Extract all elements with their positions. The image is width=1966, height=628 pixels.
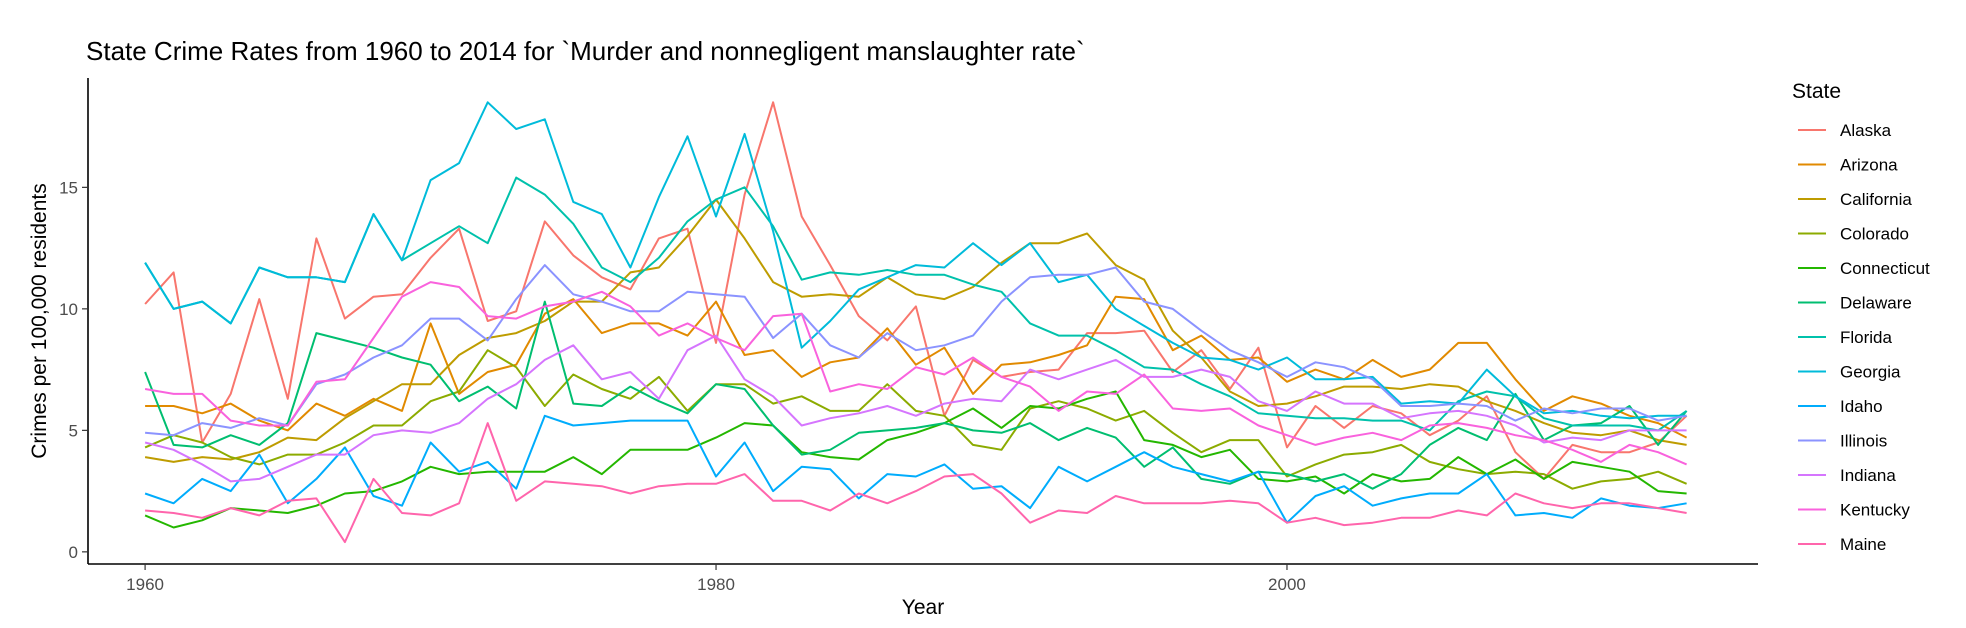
y-axis-ticks: 0 5 10 15 bbox=[59, 178, 88, 562]
x-axis-ticks: 1960 1980 2000 bbox=[126, 564, 1306, 594]
series-line-georgia bbox=[144, 101, 1687, 420]
x-axis-title: Year bbox=[902, 596, 944, 619]
legend-item-arizona: Arizona bbox=[1798, 156, 1898, 175]
series-line-connecticut bbox=[144, 390, 1687, 529]
chart-title: State Crime Rates from 1960 to 2014 for … bbox=[86, 36, 1085, 66]
legend-item-florida: Florida bbox=[1798, 328, 1893, 347]
series-line-colorado bbox=[144, 349, 1687, 490]
legend-label: Maine bbox=[1840, 535, 1886, 554]
legend-item-california: California bbox=[1798, 190, 1912, 209]
series-line-florida bbox=[144, 176, 1688, 432]
legend: State Alaska Arizona California Colorado Con… bbox=[1792, 80, 1930, 554]
x-tick-label: 1960 bbox=[126, 575, 164, 594]
y-tick-label: 5 bbox=[69, 421, 78, 440]
series-line-delaware bbox=[144, 300, 1688, 490]
legend-label: Florida bbox=[1840, 328, 1893, 347]
x-tick-label: 2000 bbox=[1268, 575, 1306, 594]
legend-label: Illinois bbox=[1840, 432, 1887, 451]
y-axis-title: Crimes per 100,000 residents bbox=[28, 183, 51, 458]
x-tick-label: 1980 bbox=[697, 575, 735, 594]
series-line-kentucky bbox=[144, 281, 1687, 466]
legend-item-georgia: Georgia bbox=[1798, 363, 1901, 382]
legend-label: Connecticut bbox=[1840, 259, 1930, 278]
legend-item-indiana: Indiana bbox=[1798, 466, 1896, 485]
series-line-indiana bbox=[144, 334, 1687, 483]
legend-item-illinois: Illinois bbox=[1798, 432, 1887, 451]
legend-label: Indiana bbox=[1840, 466, 1896, 485]
y-tick-label: 10 bbox=[59, 300, 78, 319]
series-lines bbox=[144, 101, 1688, 544]
series-line-california bbox=[144, 198, 1687, 463]
legend-item-colorado: Colorado bbox=[1798, 225, 1909, 244]
legend-item-connecticut: Connecticut bbox=[1798, 259, 1930, 278]
legend-item-idaho: Idaho bbox=[1798, 397, 1883, 416]
legend-item-delaware: Delaware bbox=[1798, 294, 1912, 313]
legend-title: State bbox=[1792, 80, 1841, 103]
series-line-arizona bbox=[145, 295, 1688, 439]
legend-label: Alaska bbox=[1840, 121, 1892, 140]
legend-item-alaska: Alaska bbox=[1798, 121, 1892, 140]
y-tick-label: 15 bbox=[59, 178, 78, 197]
series-line-maine bbox=[145, 422, 1687, 544]
y-tick-label: 0 bbox=[69, 543, 78, 562]
legend-label: Kentucky bbox=[1840, 501, 1910, 520]
legend-label: Arizona bbox=[1840, 156, 1898, 175]
series-line-idaho bbox=[144, 414, 1687, 524]
legend-label: Colorado bbox=[1840, 225, 1909, 244]
legend-label: Idaho bbox=[1840, 397, 1883, 416]
legend-label: Delaware bbox=[1840, 294, 1912, 313]
legend-item-maine: Maine bbox=[1798, 535, 1886, 554]
legend-item-kentucky: Kentucky bbox=[1798, 501, 1910, 520]
series-line-illinois bbox=[145, 264, 1687, 437]
legend-label: California bbox=[1840, 190, 1912, 209]
legend-label: Georgia bbox=[1840, 363, 1901, 382]
series-line-alaska bbox=[144, 101, 1688, 480]
